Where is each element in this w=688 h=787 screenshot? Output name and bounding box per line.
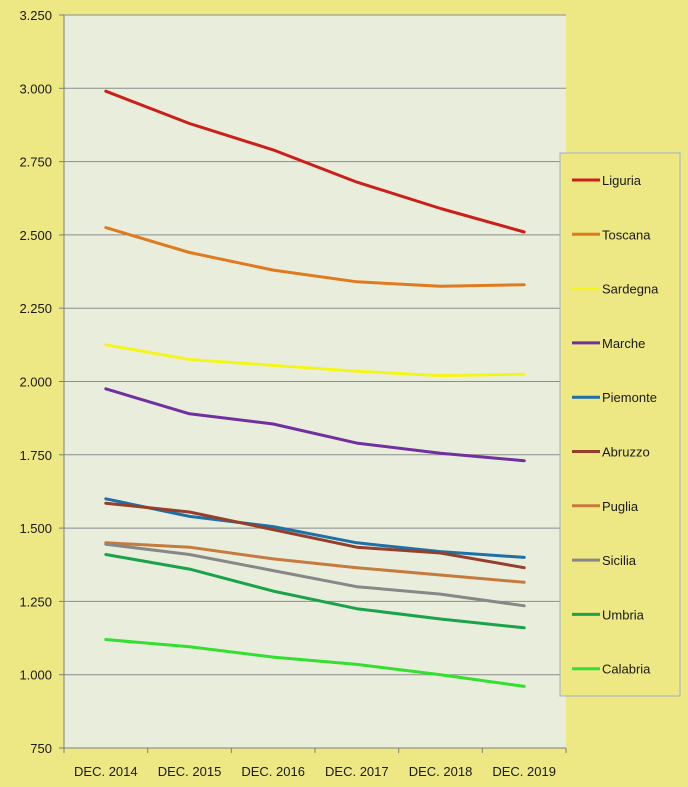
legend-item: Marche: [572, 336, 645, 351]
x-tick-label: DEC. 2017: [325, 764, 389, 779]
legend: Liguria Toscana Sardegna Marche Piemonte Abru…: [559, 152, 681, 697]
series-line-umbria: [104, 553, 526, 630]
series-line-sicilia: [104, 542, 526, 608]
legend-label: Piemonte: [602, 390, 657, 405]
legend-item: Puglia: [572, 499, 639, 514]
legend-label: Puglia: [602, 499, 639, 514]
legend-label: Marche: [602, 336, 645, 351]
legend-item: Calabria: [572, 662, 651, 677]
legend-label: Umbria: [602, 607, 645, 622]
x-tick-label: DEC. 2018: [409, 764, 473, 779]
legend-item: Abruzzo: [572, 445, 650, 460]
y-tick-label: 1.500: [19, 521, 52, 536]
legend-label: Calabria: [602, 662, 651, 677]
x-tick-label: DEC. 2015: [158, 764, 222, 779]
axes: 750 1.000 1.250 1.500 1.750 2.000 2.250 2.500 2.…: [19, 8, 567, 779]
series-line-marche: [104, 387, 526, 463]
legend-item: Liguria: [572, 173, 642, 188]
x-tick-label: DEC. 2019: [492, 764, 556, 779]
legend-item: Sicilia: [572, 553, 637, 568]
x-tick-label: DEC. 2016: [241, 764, 305, 779]
y-tick-label: 2.000: [19, 375, 52, 390]
y-tick-label: 2.750: [19, 155, 52, 170]
y-tick-label: 3.250: [19, 8, 52, 23]
legend-item: Toscana: [572, 227, 651, 242]
legend-item: Sardegna: [572, 282, 659, 297]
y-tick-label: 750: [30, 741, 52, 756]
legend-label: Toscana: [602, 227, 651, 242]
series-line-toscana: [104, 226, 526, 288]
legend-label: Sardegna: [602, 282, 659, 297]
legend-box: [559, 152, 681, 697]
series-line-puglia: [104, 541, 526, 584]
x-tick-label: DEC. 2014: [74, 764, 138, 779]
legend-item: Umbria: [572, 607, 645, 622]
legend-label: Liguria: [602, 173, 642, 188]
series-line-liguria: [104, 89, 526, 234]
series-line-sardegna: [104, 343, 526, 378]
y-tick-label: 2.500: [19, 228, 52, 243]
legend-label: Sicilia: [602, 553, 637, 568]
series-lines: [104, 89, 526, 688]
legend-label: Abruzzo: [602, 445, 650, 460]
y-tick-label: 1.750: [19, 448, 52, 463]
series-line-piemonte: [104, 497, 526, 559]
series-line-calabria: [104, 638, 526, 688]
series-line-abruzzo: [104, 501, 526, 570]
y-tick-label: 1.250: [19, 594, 52, 609]
y-tick-label: 2.250: [19, 301, 52, 316]
y-tick-label: 3.000: [19, 81, 52, 96]
y-tick-label: 1.000: [19, 668, 52, 683]
legend-item: Piemonte: [572, 390, 657, 405]
